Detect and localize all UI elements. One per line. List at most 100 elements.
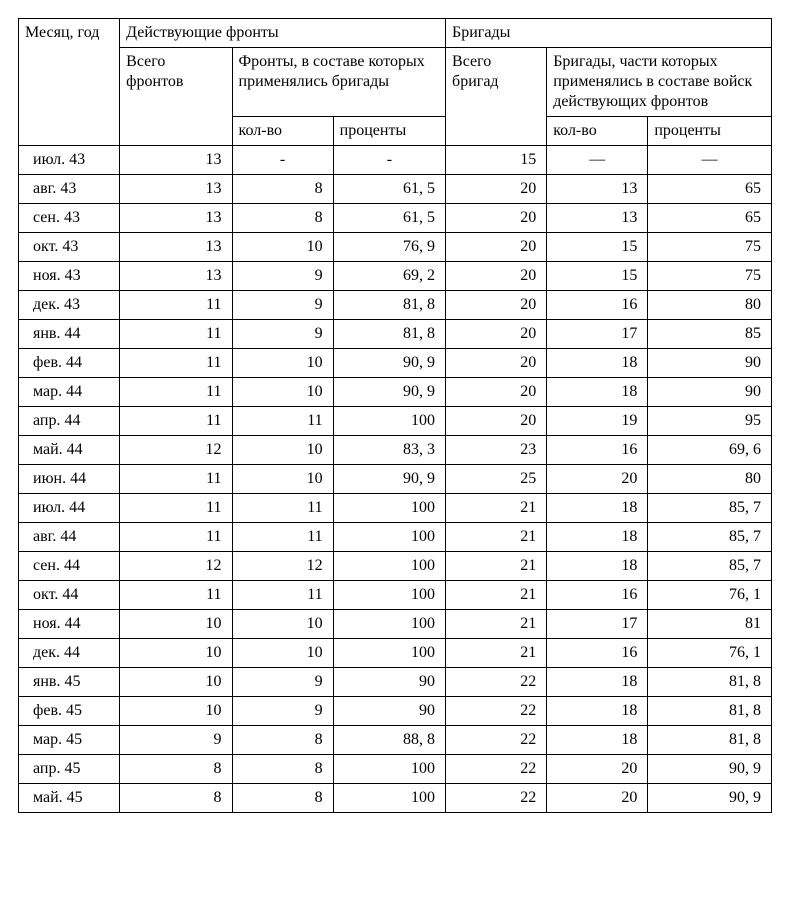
cell-month: июл. 43: [19, 146, 120, 175]
cell-total-brigades: 20: [446, 233, 547, 262]
cell-month: авг. 44: [19, 523, 120, 552]
table-row: янв. 4411981, 8201785: [19, 320, 772, 349]
cell-month: апр. 45: [19, 755, 120, 784]
table-row: мар. 44111090, 9201890: [19, 378, 772, 407]
cell-fronts-percent: 90: [333, 668, 445, 697]
cell-fronts-percent: 100: [333, 610, 445, 639]
header-fronts-percent: проценты: [333, 117, 445, 146]
header-brigades-count: кол-во: [547, 117, 648, 146]
cell-total-brigades: 22: [446, 755, 547, 784]
table-row: июл. 4313--15——: [19, 146, 772, 175]
cell-total-fronts: 13: [120, 204, 232, 233]
table-row: фев. 4510990221881, 8: [19, 697, 772, 726]
cell-fronts-percent: 76, 9: [333, 233, 445, 262]
cell-total-fronts: 11: [120, 407, 232, 436]
data-table: Месяц, год Действующие фронты Бригады Вс…: [18, 18, 772, 813]
cell-brigades-percent: 65: [648, 175, 772, 204]
table-row: дек. 441010100211676, 1: [19, 639, 772, 668]
cell-fronts-count: 10: [232, 349, 333, 378]
header-fronts-count: кол-во: [232, 117, 333, 146]
table-row: авг. 441111100211885, 7: [19, 523, 772, 552]
cell-fronts-percent: 81, 8: [333, 291, 445, 320]
cell-total-brigades: 22: [446, 668, 547, 697]
header-brigades-in-fronts: Бригады, части которых применялись в сос…: [547, 48, 772, 117]
cell-brigades-percent: 81: [648, 610, 772, 639]
cell-brigades-count: 18: [547, 349, 648, 378]
cell-brigades-count: 18: [547, 697, 648, 726]
cell-brigades-count: 18: [547, 494, 648, 523]
cell-brigades-percent: 85, 7: [648, 552, 772, 581]
cell-total-brigades: 23: [446, 436, 547, 465]
cell-brigades-percent: 90: [648, 349, 772, 378]
cell-fronts-percent: -: [333, 146, 445, 175]
cell-brigades-count: —: [547, 146, 648, 175]
cell-total-fronts: 13: [120, 146, 232, 175]
cell-fronts-count: 9: [232, 262, 333, 291]
cell-brigades-percent: 90, 9: [648, 755, 772, 784]
cell-total-fronts: 11: [120, 494, 232, 523]
header-month-year: Месяц, год: [19, 19, 120, 146]
table-row: сен. 441212100211885, 7: [19, 552, 772, 581]
cell-total-fronts: 8: [120, 784, 232, 813]
cell-total-fronts: 12: [120, 552, 232, 581]
cell-fronts-percent: 69, 2: [333, 262, 445, 291]
cell-total-fronts: 12: [120, 436, 232, 465]
cell-brigades-count: 13: [547, 204, 648, 233]
cell-fronts-count: 11: [232, 581, 333, 610]
cell-brigades-count: 17: [547, 610, 648, 639]
table-row: авг. 4313861, 5201365: [19, 175, 772, 204]
cell-total-fronts: 10: [120, 697, 232, 726]
cell-month: мар. 44: [19, 378, 120, 407]
cell-total-brigades: 20: [446, 262, 547, 291]
cell-brigades-percent: 65: [648, 204, 772, 233]
table-row: апр. 4588100222090, 9: [19, 755, 772, 784]
table-header: Месяц, год Действующие фронты Бригады Вс…: [19, 19, 772, 146]
cell-fronts-count: 12: [232, 552, 333, 581]
table-row: ноя. 4313969, 2201575: [19, 262, 772, 291]
cell-brigades-percent: 80: [648, 291, 772, 320]
cell-month: ноя. 44: [19, 610, 120, 639]
cell-total-brigades: 20: [446, 175, 547, 204]
cell-fronts-count: 9: [232, 668, 333, 697]
header-fronts-group: Действующие фронты: [120, 19, 446, 48]
cell-brigades-count: 18: [547, 378, 648, 407]
cell-fronts-count: 10: [232, 465, 333, 494]
cell-fronts-count: 11: [232, 523, 333, 552]
cell-month: июл. 44: [19, 494, 120, 523]
cell-brigades-percent: 75: [648, 233, 772, 262]
cell-fronts-percent: 100: [333, 407, 445, 436]
cell-brigades-percent: 85, 7: [648, 494, 772, 523]
cell-brigades-percent: 81, 8: [648, 726, 772, 755]
cell-fronts-percent: 90, 9: [333, 378, 445, 407]
table-row: дек. 4311981, 8201680: [19, 291, 772, 320]
cell-brigades-percent: 85, 7: [648, 523, 772, 552]
table-row: май. 4588100222090, 9: [19, 784, 772, 813]
cell-fronts-count: 8: [232, 726, 333, 755]
cell-brigades-count: 18: [547, 552, 648, 581]
cell-month: фев. 45: [19, 697, 120, 726]
cell-fronts-count: 10: [232, 233, 333, 262]
cell-fronts-percent: 100: [333, 494, 445, 523]
cell-fronts-percent: 61, 5: [333, 204, 445, 233]
cell-brigades-count: 15: [547, 262, 648, 291]
cell-total-fronts: 11: [120, 378, 232, 407]
header-fronts-with-brigades: Фронты, в составе которых применялись бр…: [232, 48, 446, 117]
cell-fronts-percent: 100: [333, 784, 445, 813]
cell-fronts-percent: 90, 9: [333, 465, 445, 494]
table-row: окт. 441111100211676, 1: [19, 581, 772, 610]
cell-month: июн. 44: [19, 465, 120, 494]
cell-total-brigades: 20: [446, 378, 547, 407]
cell-total-brigades: 22: [446, 784, 547, 813]
cell-brigades-count: 20: [547, 755, 648, 784]
cell-month: авг. 43: [19, 175, 120, 204]
header-total-brigades: Всего бригад: [446, 48, 547, 146]
cell-brigades-percent: 81, 8: [648, 668, 772, 697]
cell-fronts-percent: 100: [333, 523, 445, 552]
cell-total-brigades: 20: [446, 320, 547, 349]
cell-brigades-percent: 90, 9: [648, 784, 772, 813]
cell-total-fronts: 10: [120, 639, 232, 668]
cell-total-brigades: 20: [446, 204, 547, 233]
table-row: фев. 44111090, 9201890: [19, 349, 772, 378]
cell-total-brigades: 20: [446, 291, 547, 320]
cell-total-fronts: 11: [120, 349, 232, 378]
